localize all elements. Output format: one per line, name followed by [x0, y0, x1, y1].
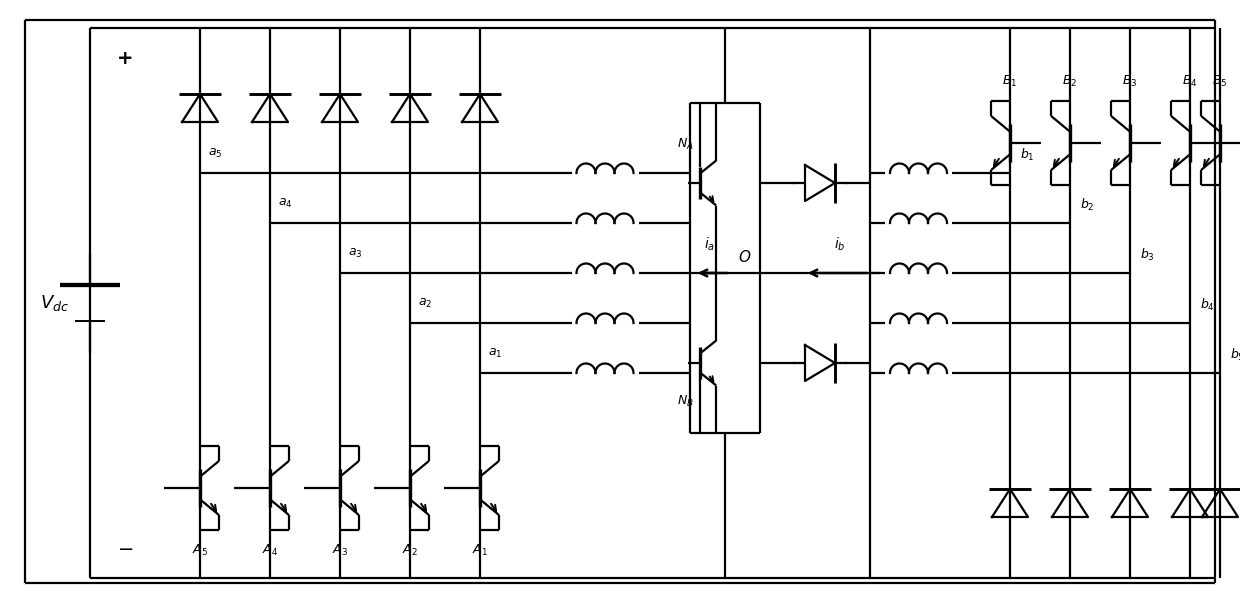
Text: $B_5$: $B_5$	[1213, 74, 1228, 89]
Text: $B_2$: $B_2$	[1063, 74, 1078, 89]
Text: $b_2$: $b_2$	[1080, 197, 1095, 213]
Text: $b_3$: $b_3$	[1140, 247, 1154, 263]
Text: $a_1$: $a_1$	[489, 347, 502, 360]
Text: $A_1$: $A_1$	[472, 543, 489, 558]
Text: $N_A$: $N_A$	[677, 137, 693, 152]
Text: $b_1$: $b_1$	[1021, 147, 1034, 163]
Text: $V_{dc}$: $V_{dc}$	[41, 293, 69, 313]
Text: $B_4$: $B_4$	[1182, 74, 1198, 89]
Text: $A_5$: $A_5$	[192, 543, 208, 558]
Text: $A_4$: $A_4$	[262, 543, 278, 558]
Text: $a_3$: $a_3$	[348, 247, 362, 260]
Text: $A_2$: $A_2$	[402, 543, 418, 558]
Text: $-$: $-$	[117, 538, 133, 558]
Text: $b_4$: $b_4$	[1200, 297, 1215, 313]
Text: $a_2$: $a_2$	[418, 297, 433, 310]
Text: $O$: $O$	[738, 249, 751, 265]
Text: $a_4$: $a_4$	[278, 197, 293, 210]
Text: $A_3$: $A_3$	[332, 543, 348, 558]
Text: $B_3$: $B_3$	[1122, 74, 1138, 89]
Text: +: +	[117, 48, 133, 68]
Text: $i_a$: $i_a$	[704, 236, 715, 253]
Text: $b_5$: $b_5$	[1230, 347, 1240, 363]
Text: $N_B$: $N_B$	[677, 394, 693, 409]
Text: $B_1$: $B_1$	[1002, 74, 1018, 89]
Text: $a_5$: $a_5$	[208, 147, 222, 160]
Text: $i_b$: $i_b$	[835, 236, 846, 253]
